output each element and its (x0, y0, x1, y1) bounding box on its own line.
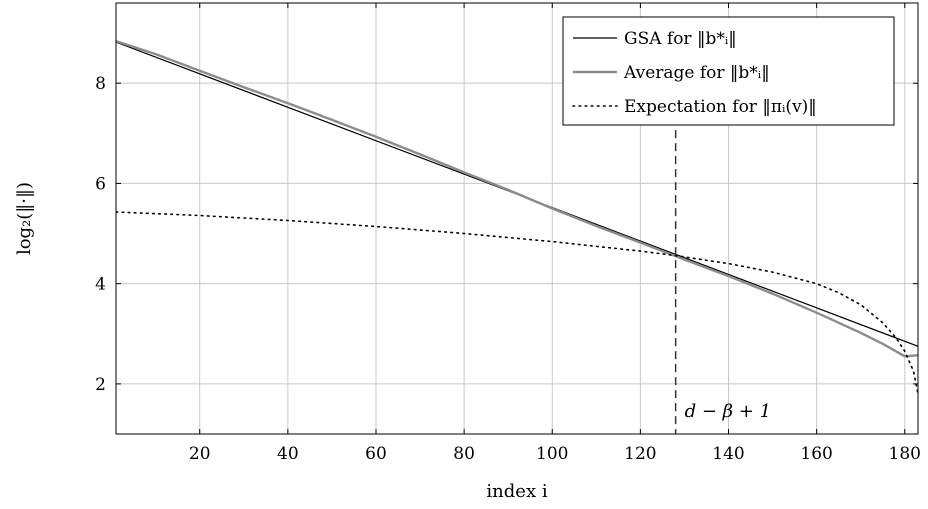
series-layer (116, 39, 918, 395)
y-axis-ticks: 2 4 6 8 (95, 74, 918, 395)
x-tick-label: 80 (453, 444, 475, 464)
legend-label-3: Expectation for ‖πᵢ(v)‖ (624, 97, 817, 117)
plot-frame (115, 2, 919, 435)
y-tick-label: 2 (95, 375, 106, 395)
y-axis-label: log₂(‖·‖) (14, 182, 35, 255)
x-tick-label: 20 (189, 444, 211, 464)
y-tick-label: 6 (95, 174, 106, 194)
series-line-2 (116, 39, 918, 358)
x-tick-label: 100 (536, 444, 568, 464)
y-tick-label: 8 (95, 74, 106, 94)
x-axis-label: index i (486, 481, 547, 502)
series-line-3 (116, 211, 918, 395)
annotation-label: d − β + 1 (685, 401, 771, 422)
x-tick-label: 40 (277, 444, 299, 464)
y-tick-label: 4 (95, 275, 106, 295)
legend-box (562, 16, 895, 126)
legend-label-2: Average for ‖b*ᵢ‖ (623, 63, 770, 83)
x-tick-label: 140 (712, 444, 744, 464)
x-tick-label: 180 (889, 444, 921, 464)
x-tick-label: 120 (624, 444, 656, 464)
x-tick-label: 60 (365, 444, 387, 464)
legend: GSA for ‖b*ᵢ‖ Average for ‖b*ᵢ‖ Expectatio… (562, 16, 895, 126)
legend-label-1: GSA for ‖b*ᵢ‖ (624, 29, 737, 49)
x-axis-ticks: 20 40 60 80 100 120 140 160 180 (189, 3, 921, 464)
x-tick-label: 160 (800, 444, 832, 464)
